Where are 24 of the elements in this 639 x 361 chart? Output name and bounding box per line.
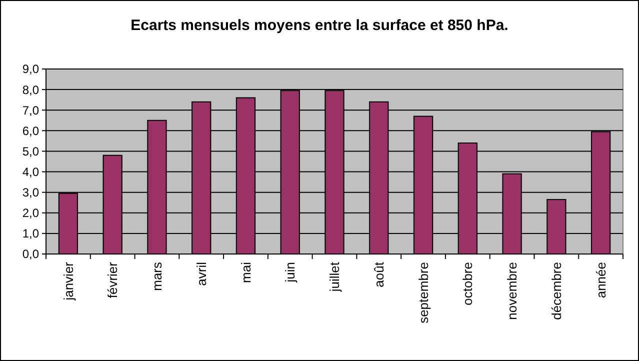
x-tick-label: mars — [150, 262, 165, 291]
x-tick-label: décembre — [548, 262, 564, 320]
y-tick-label: 6,0 — [22, 124, 40, 138]
x-tick-label: juin — [282, 262, 298, 284]
x-tick-label: février — [105, 261, 120, 298]
y-tick-label: 7,0 — [22, 103, 40, 118]
x-tick-label: novembre — [504, 262, 520, 320]
x-tick-label: octobre — [460, 262, 476, 306]
x-tick-label: septembre — [416, 262, 431, 324]
y-tick-label: 9,0 — [22, 62, 40, 76]
x-tick-label: année — [593, 262, 608, 298]
y-tick-label: 4,0 — [22, 164, 40, 179]
y-tick-label: 0,0 — [22, 247, 40, 262]
y-tick-label: 5,0 — [22, 144, 40, 158]
x-tick-label: août — [371, 262, 386, 288]
y-tick-label: 2,0 — [22, 206, 40, 220]
y-tick-label: 8,0 — [22, 82, 40, 97]
x-tick-label: janvier — [60, 261, 76, 302]
x-tick-label: mai — [238, 262, 254, 283]
x-tick-label: avril — [194, 262, 209, 286]
x-tick-label: juillet — [327, 262, 342, 293]
y-tick-label: 1,0 — [22, 226, 40, 241]
y-tick-label: 3,0 — [22, 186, 40, 200]
chart-title: Ecarts mensuels moyens entre la surface et 850 hPa. — [130, 17, 508, 34]
